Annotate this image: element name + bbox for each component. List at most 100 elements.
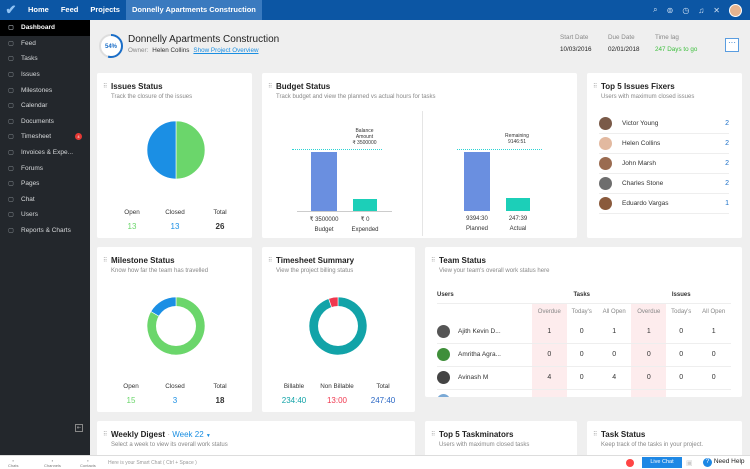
time-lag: Time lag 247 Days to go: [655, 34, 697, 53]
sidebar-item-milestones[interactable]: ▢ Milestones: [0, 82, 90, 98]
actual-stat: 247:39 Actual: [493, 216, 543, 232]
drag-handle-icon[interactable]: ⠿: [268, 258, 273, 264]
count-cell[interactable]: 1: [631, 320, 667, 344]
fixer-list-item[interactable]: Victor Young 2: [599, 114, 729, 134]
sidebar-item-reports-charts[interactable]: ▢ Reports & Charts: [0, 223, 90, 239]
sidebar-item-label: Feed: [21, 39, 36, 47]
avatar: [599, 117, 612, 130]
drag-handle-icon[interactable]: ⠿: [103, 432, 108, 438]
sidebar-item-timesheet[interactable]: ▢ Timesheet 4: [0, 129, 90, 145]
total-stat: Total 18: [195, 383, 245, 405]
planned-value: 9394:30: [466, 216, 488, 222]
sidebar-item-documents[interactable]: ▢ Documents: [0, 114, 90, 130]
more-options-button[interactable]: ···: [725, 38, 739, 52]
count-cell[interactable]: 0: [696, 389, 731, 397]
count-cell[interactable]: 0: [532, 343, 567, 367]
fixer-list-item[interactable]: Charles Stone 2: [599, 174, 729, 194]
drag-handle-icon[interactable]: ⠿: [431, 432, 436, 438]
sidebar-item-chat[interactable]: ▢ Chat: [0, 192, 90, 208]
nav-home[interactable]: Home: [28, 5, 49, 14]
nav-projects[interactable]: Projects: [90, 5, 120, 14]
count-cell[interactable]: 0: [666, 343, 697, 367]
count-cell[interactable]: 0: [596, 343, 632, 367]
count-cell[interactable]: 0: [631, 366, 667, 390]
timer-icon[interactable]: ◷: [682, 5, 690, 15]
user-avatar[interactable]: [729, 3, 742, 17]
sidebar-item-users[interactable]: ▢ Users: [0, 207, 90, 223]
closed-slice[interactable]: [147, 121, 177, 179]
count-cell[interactable]: 0: [596, 389, 632, 397]
record-icon[interactable]: [626, 459, 634, 467]
fixer-count[interactable]: 1: [725, 200, 729, 207]
sidebar-item-calendar[interactable]: ▢ Calendar: [0, 98, 90, 114]
bell-icon[interactable]: ♫: [698, 5, 705, 15]
count-cell[interactable]: 4: [532, 366, 567, 390]
count-cell[interactable]: 0: [566, 343, 597, 367]
fixer-count[interactable]: 2: [725, 160, 729, 167]
drag-handle-icon[interactable]: ⠿: [268, 84, 273, 90]
drag-handle-icon[interactable]: ⠿: [431, 258, 436, 264]
open-slice[interactable]: [175, 121, 205, 179]
count-cell[interactable]: 4: [596, 366, 632, 390]
open-stat: Open 13: [107, 209, 157, 231]
show-project-overview-link[interactable]: Show Project Overview: [193, 47, 259, 54]
count-cell[interactable]: 0: [696, 343, 731, 367]
nav-feed[interactable]: Feed: [60, 5, 79, 14]
fixer-list-item[interactable]: Helen Collins 2: [599, 134, 729, 154]
chats-button[interactable]: ▪ Chats: [8, 458, 18, 468]
count-cell[interactable]: 0: [666, 366, 697, 390]
sidebar-item-invoices-expe[interactable]: ▢ Invoices & Expe...: [0, 145, 90, 161]
count-cell[interactable]: 0: [631, 343, 667, 367]
sidebar-item-label: Pages: [21, 180, 40, 188]
count-cell[interactable]: 0: [532, 389, 567, 397]
drag-handle-icon[interactable]: ⠿: [103, 258, 108, 264]
fixer-count[interactable]: 2: [725, 180, 729, 187]
drag-handle-icon[interactable]: ⠿: [593, 84, 598, 90]
live-chat-button[interactable]: Live Chat: [642, 457, 682, 468]
count-cell[interactable]: 1: [696, 320, 731, 344]
print-icon[interactable]: ▣: [686, 460, 693, 467]
drag-handle-icon[interactable]: ⠿: [593, 432, 598, 438]
collapse-sidebar-icon[interactable]: ⇤: [75, 424, 83, 432]
sidebar-item-issues[interactable]: ▢ Issues: [0, 67, 90, 83]
count-cell[interactable]: 0: [666, 320, 697, 344]
expended-value: ₹ 0: [360, 217, 370, 223]
expended-stat: ₹ 0 Expended: [340, 216, 390, 233]
contacts-button[interactable]: ▪ Contacts: [80, 458, 96, 468]
sidebar-item-pages[interactable]: ▢ Pages: [0, 176, 90, 192]
app-logo-icon[interactable]: ✔: [5, 2, 17, 17]
sidebar-item-dashboard[interactable]: ▢ Dashboard: [0, 20, 90, 36]
search-icon[interactable]: ⌕: [653, 5, 658, 14]
timesheet-summary-card: ⠿ Timesheet Summary View the project bil…: [262, 247, 415, 412]
fixer-count[interactable]: 2: [725, 140, 729, 147]
count-cell[interactable]: 1: [596, 320, 632, 344]
week-selector[interactable]: Week 22 ▼: [172, 430, 211, 439]
count-cell[interactable]: 0: [566, 366, 597, 390]
need-help-button[interactable]: ? Need Help: [703, 458, 745, 467]
count-cell[interactable]: 0: [566, 320, 597, 344]
avatar: [437, 348, 450, 361]
contact-icon: ▪: [87, 458, 89, 463]
nav-current-project[interactable]: Donnelly Apartments Construction: [125, 0, 262, 20]
sidebar-item-feed[interactable]: ▢ Feed: [0, 36, 90, 52]
billable-value: 234:40: [281, 396, 307, 405]
count-cell[interactable]: 0: [666, 389, 697, 397]
fixer-list-item[interactable]: John Marsh 2: [599, 154, 729, 174]
count-cell[interactable]: 0: [631, 389, 667, 397]
channels-button[interactable]: ▪ Channels: [44, 458, 61, 468]
sidebar-item-tasks[interactable]: ▢ Tasks: [0, 51, 90, 67]
fixer-list-item[interactable]: Eduardo Vargas 1: [599, 194, 729, 214]
smart-chat-input[interactable]: Here is your Smart Chat ( Ctrl + Space ): [108, 460, 197, 466]
count-cell[interactable]: 1: [532, 320, 567, 344]
count-cell[interactable]: 0: [696, 366, 731, 390]
channel-icon: ▪: [51, 458, 54, 463]
card-title: Top 5 Issues Fixers: [601, 82, 675, 91]
donut-hole: [318, 306, 358, 346]
tools-icon[interactable]: ✕: [713, 5, 720, 15]
sidebar-item-forums[interactable]: ▢ Forums: [0, 160, 90, 176]
drag-handle-icon[interactable]: ⠿: [103, 84, 108, 90]
gamepad-icon[interactable]: ⊚: [666, 5, 674, 15]
chat-icon: ▢: [8, 196, 14, 203]
count-cell[interactable]: 0: [566, 389, 597, 397]
fixer-count[interactable]: 2: [725, 120, 729, 127]
